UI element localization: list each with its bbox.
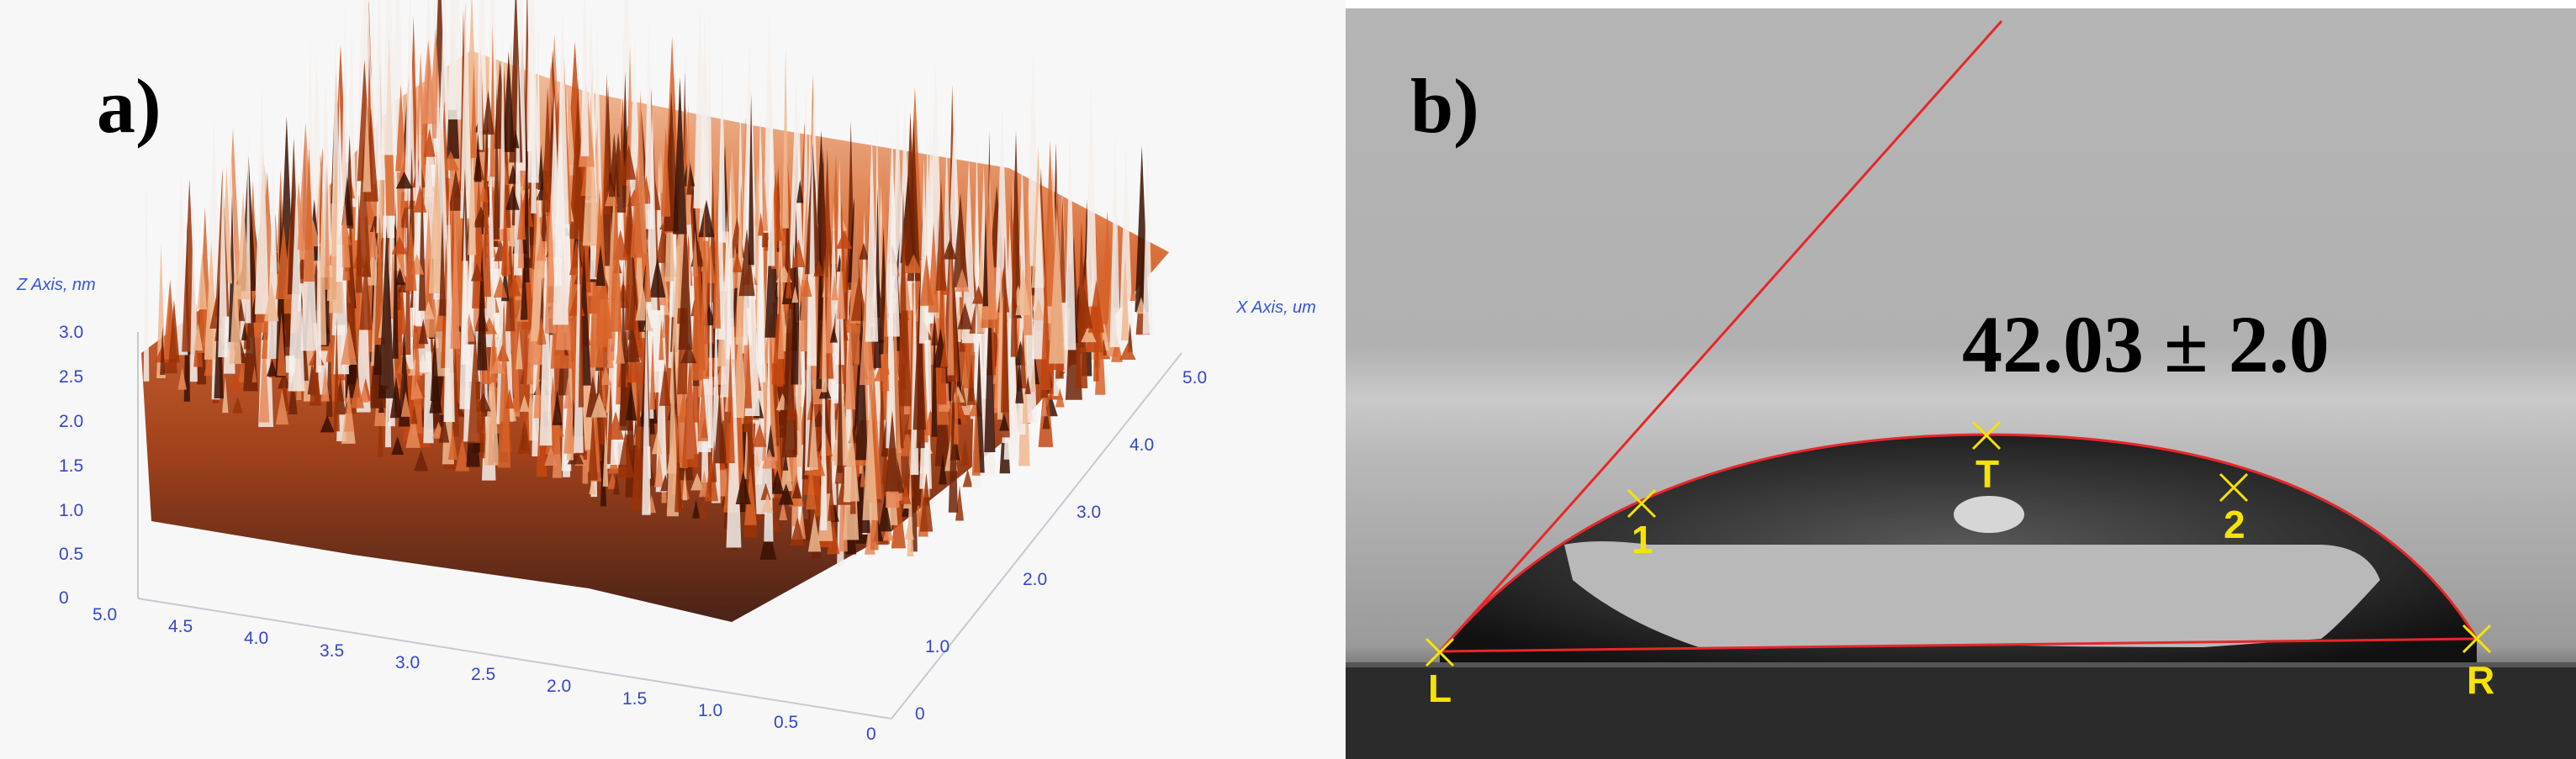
contact-angle-value: 42.03 ± 2.0 bbox=[1962, 299, 2330, 389]
substrate bbox=[1346, 664, 2576, 759]
contact-angle-panel: L 1 T 2 R b) 42.03 ± 2.0 bbox=[1346, 0, 2576, 759]
z-tick: 0.5 bbox=[59, 545, 83, 564]
panel-a-label: a) bbox=[97, 63, 161, 149]
point-label-T: T bbox=[1976, 452, 1999, 496]
x-tick: 0 bbox=[915, 704, 925, 724]
y-tick: 2.5 bbox=[471, 665, 495, 684]
x-axis-ticks: 5.0 4.0 3.0 2.0 1.0 0 bbox=[915, 368, 1207, 724]
x-tick: 4.0 bbox=[1129, 435, 1154, 455]
marker-2 bbox=[2219, 472, 2249, 503]
x-tick: 2.0 bbox=[1023, 570, 1047, 589]
point-label-2: 2 bbox=[2224, 503, 2245, 546]
baseline-line bbox=[1439, 637, 2478, 653]
z-axis-title: Z Axis, nm bbox=[17, 276, 96, 294]
y-tick: 1.5 bbox=[622, 689, 647, 709]
z-tick: 2.0 bbox=[59, 412, 83, 431]
y-tick: 3.5 bbox=[320, 641, 344, 661]
x-tick: 5.0 bbox=[1182, 368, 1207, 387]
y-tick: 2.0 bbox=[547, 677, 571, 696]
marker-T bbox=[1971, 420, 2002, 451]
marker-1 bbox=[1627, 488, 1657, 519]
x-axis-line bbox=[891, 352, 1182, 719]
z-tick: 2.5 bbox=[59, 367, 83, 387]
afm-surface-plot: 3.0 2.5 2.0 1.5 1.0 0.5 0 5.0 4.0 3.0 2.… bbox=[59, 0, 1207, 744]
marker-L bbox=[1425, 637, 1455, 667]
point-label-L: L bbox=[1428, 667, 1452, 710]
z-tick: 3.0 bbox=[59, 323, 83, 342]
x-tick: 3.0 bbox=[1076, 503, 1101, 522]
y-tick: 0.5 bbox=[774, 713, 798, 732]
z-tick: 0 bbox=[59, 588, 69, 608]
marker-R bbox=[2462, 624, 2492, 654]
point-label-R: R bbox=[2467, 658, 2494, 702]
tangent-line bbox=[1441, 20, 2003, 650]
y-tick: 4.5 bbox=[168, 617, 193, 636]
substrate-edge bbox=[1346, 662, 2576, 667]
droplet-photo: L 1 T 2 R bbox=[1346, 8, 2576, 759]
x-axis-title: X Axis, um bbox=[1236, 298, 1316, 317]
droplet-reflection bbox=[1564, 541, 2380, 647]
z-tick: 1.0 bbox=[59, 501, 83, 520]
surface-spikes bbox=[143, 0, 1153, 567]
droplet-highlight bbox=[1954, 496, 2024, 533]
x-tick: 1.0 bbox=[925, 637, 949, 656]
panel-b-label: b) bbox=[1410, 63, 1479, 149]
y-tick: 5.0 bbox=[93, 605, 117, 625]
y-tick: 4.0 bbox=[244, 629, 268, 648]
y-tick: 0 bbox=[866, 725, 876, 744]
y-tick: 1.0 bbox=[698, 701, 722, 720]
afm-panel: 3.0 2.5 2.0 1.5 1.0 0.5 0 5.0 4.0 3.0 2.… bbox=[17, 0, 1316, 744]
y-tick: 3.0 bbox=[395, 653, 420, 672]
y-axis-ticks: 5.0 4.5 4.0 3.5 3.0 2.5 2.0 1.5 1.0 0.5 … bbox=[93, 605, 876, 744]
y-axis-line bbox=[137, 598, 892, 719]
z-tick: 1.5 bbox=[59, 456, 83, 476]
point-label-1: 1 bbox=[1632, 518, 1653, 561]
z-axis-ticks: 3.0 2.5 2.0 1.5 1.0 0.5 0 bbox=[59, 323, 83, 608]
